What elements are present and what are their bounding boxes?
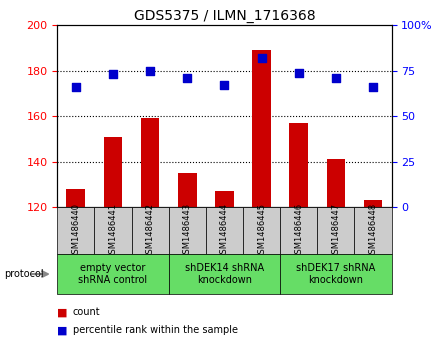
Bar	[243, 207, 280, 254]
Bar	[141, 118, 159, 207]
Bar	[132, 207, 169, 254]
Text: empty vector
shRNA control: empty vector shRNA control	[78, 263, 147, 285]
Bar	[290, 123, 308, 207]
Point	[370, 84, 377, 90]
Point	[258, 55, 265, 61]
Bar	[169, 254, 280, 294]
Bar	[94, 207, 132, 254]
Text: ■: ■	[57, 325, 68, 335]
Point	[147, 68, 154, 74]
Bar	[215, 191, 234, 207]
Point	[184, 75, 191, 81]
Point	[221, 82, 228, 88]
Bar	[280, 254, 392, 294]
Text: GSM1486443: GSM1486443	[183, 203, 192, 258]
Bar	[178, 173, 197, 207]
Point	[332, 75, 339, 81]
Text: GSM1486441: GSM1486441	[108, 203, 117, 258]
Text: GSM1486445: GSM1486445	[257, 203, 266, 258]
Text: protocol: protocol	[4, 269, 44, 279]
Text: GSM1486447: GSM1486447	[331, 203, 341, 258]
Bar	[326, 159, 345, 207]
Text: count: count	[73, 307, 100, 317]
Bar	[280, 207, 317, 254]
Bar	[206, 207, 243, 254]
Text: GSM1486448: GSM1486448	[369, 203, 378, 258]
Bar	[355, 207, 392, 254]
Bar	[364, 200, 382, 207]
Text: ■: ■	[57, 307, 68, 317]
Text: GSM1486442: GSM1486442	[146, 203, 154, 258]
Text: GSM1486446: GSM1486446	[294, 203, 303, 258]
Bar	[104, 136, 122, 207]
Bar	[252, 50, 271, 207]
Bar	[66, 189, 85, 207]
Title: GDS5375 / ILMN_1716368: GDS5375 / ILMN_1716368	[134, 9, 315, 23]
Point	[110, 72, 117, 77]
Point	[295, 70, 302, 76]
Bar	[169, 207, 206, 254]
Text: GSM1486440: GSM1486440	[71, 203, 80, 258]
Text: shDEK17 shRNA
knockdown: shDEK17 shRNA knockdown	[296, 263, 375, 285]
Text: percentile rank within the sample: percentile rank within the sample	[73, 325, 238, 335]
Text: GSM1486444: GSM1486444	[220, 203, 229, 258]
Point	[72, 84, 79, 90]
Bar	[57, 254, 169, 294]
Bar	[317, 207, 355, 254]
Text: shDEK14 shRNA
knockdown: shDEK14 shRNA knockdown	[185, 263, 264, 285]
Bar	[57, 207, 94, 254]
